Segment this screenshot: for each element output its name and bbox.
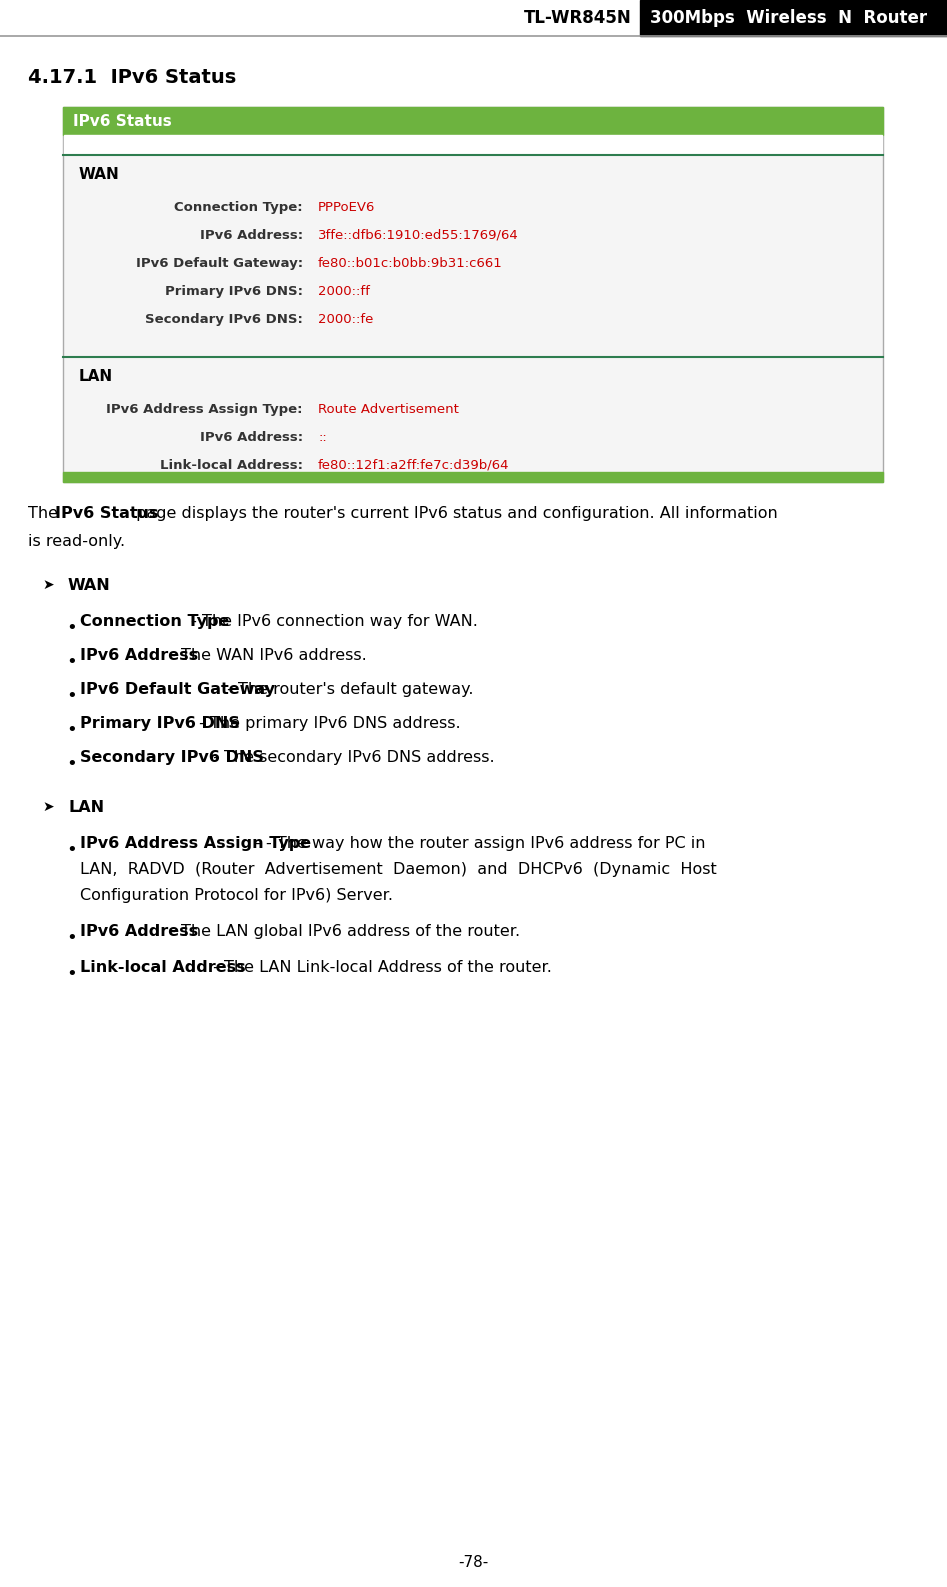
Text: - The IPv6 connection way for WAN.: - The IPv6 connection way for WAN.	[187, 614, 478, 628]
Text: •: •	[66, 652, 77, 671]
Text: •: •	[66, 755, 77, 773]
Text: is read-only.: is read-only.	[28, 533, 125, 549]
Text: -78-: -78-	[458, 1555, 489, 1570]
Text: PPPoEV6: PPPoEV6	[318, 202, 375, 214]
Text: page displays the router's current IPv6 status and configuration. All informatio: page displays the router's current IPv6 …	[131, 506, 777, 521]
Text: fe80::b01c:b0bb:9b31:c661: fe80::b01c:b0bb:9b31:c661	[318, 257, 503, 270]
Bar	[63, 106, 883, 482]
Text: IPv6 Address:: IPv6 Address:	[200, 229, 303, 241]
Bar	[63, 471, 883, 482]
Text: - The WAN IPv6 address.: - The WAN IPv6 address.	[165, 647, 366, 663]
Text: •: •	[66, 965, 77, 982]
Bar	[64, 135, 882, 156]
Text: 2000::ff: 2000::ff	[318, 286, 370, 298]
Text: - The router's default gateway.: - The router's default gateway.	[222, 682, 474, 697]
Text: fe80::12f1:a2ff:fe7c:d39b/64: fe80::12f1:a2ff:fe7c:d39b/64	[318, 459, 509, 471]
Text: 3ffe::dfb6:1910:ed55:1769/64: 3ffe::dfb6:1910:ed55:1769/64	[318, 229, 519, 241]
Text: - The secondary IPv6 DNS address.: - The secondary IPv6 DNS address.	[207, 751, 494, 765]
Text: IPv6 Default Gateway:: IPv6 Default Gateway:	[135, 257, 303, 270]
Text: IPv6 Status: IPv6 Status	[73, 114, 171, 129]
Text: LAN: LAN	[68, 800, 104, 816]
Text: Primary IPv6 DNS: Primary IPv6 DNS	[80, 716, 240, 732]
Text: IPv6 Address Assign Type: IPv6 Address Assign Type	[80, 836, 312, 851]
Text: - The LAN global IPv6 address of the router.: - The LAN global IPv6 address of the rou…	[165, 924, 520, 940]
Text: IPv6 Status: IPv6 Status	[55, 506, 158, 521]
Text: Secondary IPv6 DNS:: Secondary IPv6 DNS:	[145, 313, 303, 325]
Text: Route Advertisement: Route Advertisement	[318, 403, 459, 416]
Text: IPv6 Address: IPv6 Address	[80, 647, 198, 663]
Text: Link-local Address:: Link-local Address:	[160, 459, 303, 471]
Text: LAN: LAN	[79, 370, 113, 384]
Text: TL-WR845N: TL-WR845N	[525, 10, 632, 27]
Text: Secondary IPv6 DNS: Secondary IPv6 DNS	[80, 751, 264, 765]
Text: Connection Type:: Connection Type:	[174, 202, 303, 214]
Text: Configuration Protocol for IPv6) Server.: Configuration Protocol for IPv6) Server.	[80, 889, 393, 903]
Text: - - The way how the router assign IPv6 address for PC in: - - The way how the router assign IPv6 a…	[250, 836, 706, 851]
Text: ::: ::	[318, 432, 327, 444]
Text: •: •	[66, 687, 77, 705]
Text: Link-local Address: Link-local Address	[80, 960, 245, 974]
Text: LAN,  RADVD  (Router  Advertisement  Daemon)  and  DHCPv6  (Dynamic  Host: LAN, RADVD (Router Advertisement Daemon)…	[80, 862, 717, 878]
Text: 4.17.1  IPv6 Status: 4.17.1 IPv6 Status	[28, 68, 236, 87]
Bar	[640, 0, 947, 37]
Text: WAN: WAN	[79, 167, 119, 183]
Text: - The LAN Link-local Address of the router.: - The LAN Link-local Address of the rout…	[207, 960, 552, 974]
Text: - The primary IPv6 DNS address.: - The primary IPv6 DNS address.	[193, 716, 460, 732]
Bar	[63, 106, 883, 135]
Text: •: •	[66, 720, 77, 740]
Text: •: •	[66, 841, 77, 859]
Text: 2000::fe: 2000::fe	[318, 313, 373, 325]
Text: IPv6 Default Gateway: IPv6 Default Gateway	[80, 682, 275, 697]
Text: WAN: WAN	[68, 578, 111, 594]
Text: •: •	[66, 928, 77, 947]
Text: IPv6 Address: IPv6 Address	[80, 924, 198, 940]
Text: ➤: ➤	[42, 800, 54, 814]
Text: Connection Type: Connection Type	[80, 614, 229, 628]
Text: IPv6 Address Assign Type:: IPv6 Address Assign Type:	[106, 403, 303, 416]
Text: •: •	[66, 619, 77, 636]
Text: Primary IPv6 DNS:: Primary IPv6 DNS:	[165, 286, 303, 298]
Text: 300Mbps  Wireless  N  Router: 300Mbps Wireless N Router	[650, 10, 927, 27]
Text: The: The	[28, 506, 63, 521]
Text: ➤: ➤	[42, 578, 54, 592]
Text: IPv6 Address:: IPv6 Address:	[200, 432, 303, 444]
